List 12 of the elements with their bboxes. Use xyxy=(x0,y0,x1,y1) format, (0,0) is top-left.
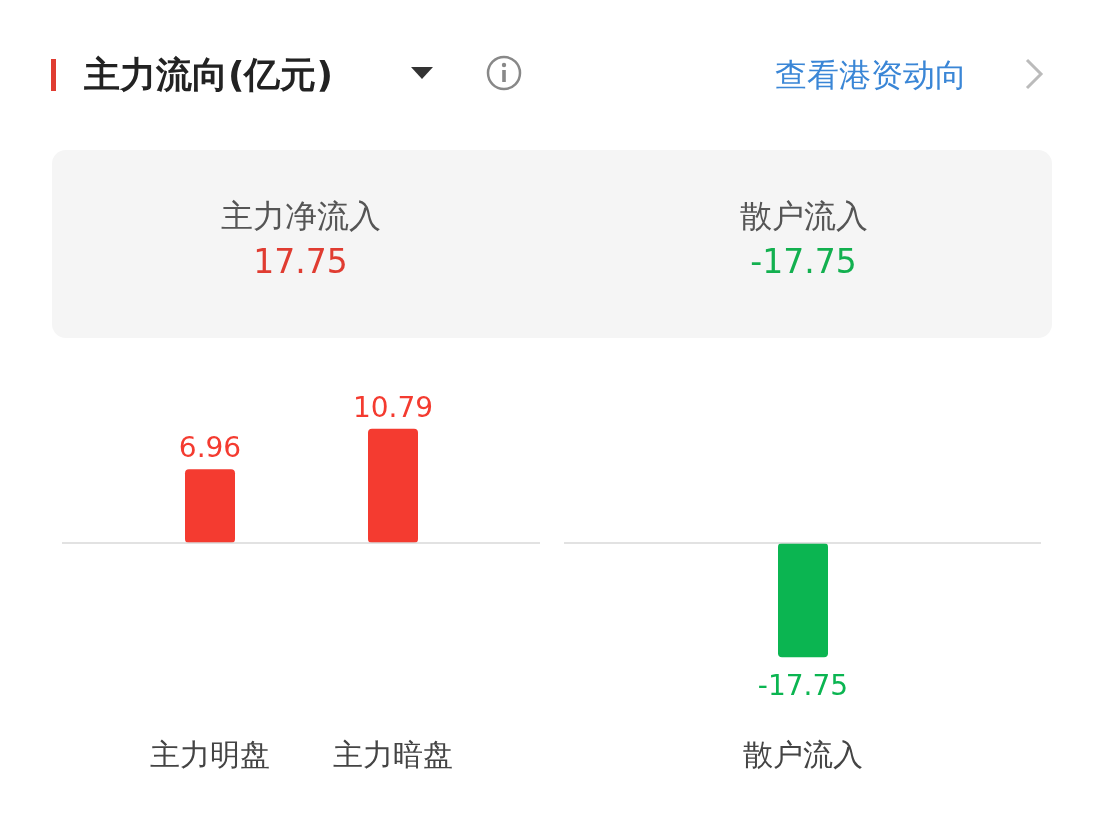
text: -17.75 xyxy=(749,241,858,283)
data-label: 6.96 xyxy=(178,431,242,465)
x-tick-label: 散户流入 xyxy=(742,737,863,773)
text: 主力净流入 xyxy=(219,196,382,237)
text: 查看港资动向 xyxy=(775,55,967,96)
text: 17.75 xyxy=(252,241,349,283)
x-tick-label: 主力明盘 xyxy=(149,737,270,773)
text: 散户流入 xyxy=(738,196,869,237)
x-tick-label: 主力暗盘 xyxy=(332,737,453,773)
data-label: -17.75 xyxy=(757,669,849,703)
data-label: 10.79 xyxy=(352,390,434,424)
text: 主力流向(亿元) xyxy=(84,53,333,97)
